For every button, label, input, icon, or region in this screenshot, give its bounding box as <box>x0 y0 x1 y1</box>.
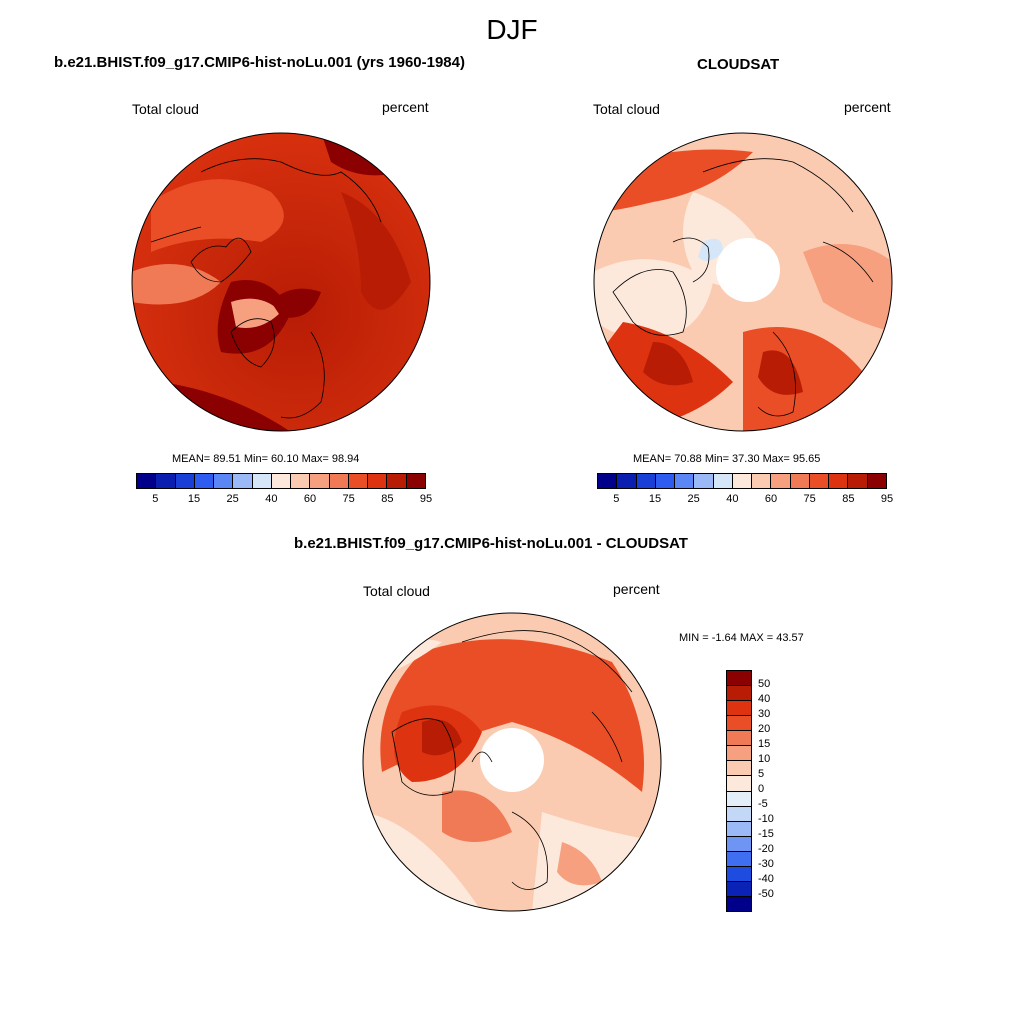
colorbar-swatch <box>617 474 637 488</box>
obs-panel-title: CLOUDSAT <box>697 56 780 73</box>
colorbar-swatch <box>655 474 676 488</box>
model-colorbar-tick-label: 95 <box>419 493 433 505</box>
colorbar-swatch <box>771 474 791 488</box>
diff-stats: MIN = -1.64 MAX = 43.57 <box>679 632 804 644</box>
season-title: DJF <box>486 14 538 45</box>
diff-units-label: percent <box>613 581 660 597</box>
colorbar-swatch <box>636 474 656 488</box>
diff-colorbar-tick-label: 15 <box>758 738 771 750</box>
colorbar-swatch <box>727 896 751 911</box>
model-colorbar-tick-label: 75 <box>342 493 355 505</box>
colorbar-swatch <box>598 474 618 488</box>
colorbar-swatch <box>727 866 751 882</box>
diff-colorbar-tick-label: 50 <box>758 678 771 690</box>
colorbar-swatch <box>727 836 751 852</box>
colorbar-swatch <box>252 474 272 488</box>
colorbar-swatch <box>214 474 234 488</box>
colorbar-swatch <box>732 474 753 488</box>
colorbar-swatch <box>727 746 751 762</box>
obs-colorbar-tick-label: 60 <box>764 493 778 505</box>
colorbar-swatch <box>175 474 195 488</box>
diff-colorbar-tick-label: 40 <box>758 693 771 705</box>
model-colorbar-tick-label: 60 <box>303 493 317 505</box>
model-colorbar-tick-label: 25 <box>226 493 239 505</box>
diff-colorbar-tick-label: -30 <box>758 858 774 870</box>
colorbar-swatch <box>406 474 425 488</box>
colorbar-swatch <box>727 806 751 822</box>
obs-colorbar-tick-label: 15 <box>648 493 662 505</box>
model-colorbar-tick-label: 85 <box>381 493 394 505</box>
diff-polar-map <box>362 612 662 912</box>
colorbar-swatch <box>368 474 388 488</box>
diff-colorbar-tick-label: 30 <box>758 708 771 720</box>
diff-panel-title: b.e21.BHIST.f09_g17.CMIP6-hist-noLu.001 … <box>294 535 688 552</box>
obs-colorbar-tick-label: 40 <box>726 493 739 505</box>
colorbar-swatch <box>727 761 751 777</box>
diff-colorbar-tick-label: -10 <box>758 813 774 825</box>
colorbar-swatch <box>233 474 253 488</box>
model-field-label: Total cloud <box>132 101 199 117</box>
colorbar-swatch <box>848 474 868 488</box>
colorbar-swatch <box>329 474 349 488</box>
colorbar-swatch <box>694 474 714 488</box>
obs-colorbar <box>597 473 887 489</box>
colorbar-swatch <box>713 474 733 488</box>
obs-stats: MEAN= 70.88 Min= 37.30 Max= 95.65 <box>633 453 821 465</box>
diff-colorbar-tick-label: 20 <box>758 723 771 735</box>
colorbar-swatch <box>156 474 176 488</box>
obs-field-label: Total cloud <box>593 101 660 117</box>
obs-colorbar-tick-label: 85 <box>842 493 855 505</box>
colorbar-swatch <box>137 474 157 488</box>
obs-colorbar-tick-label: 25 <box>687 493 700 505</box>
colorbar-swatch <box>194 474 215 488</box>
colorbar-swatch <box>727 776 751 792</box>
diff-colorbar-tick-label: 0 <box>758 783 765 795</box>
obs-colorbar-ticks: 5 15 25 40 60 75 85 95 <box>597 493 893 507</box>
colorbar-swatch <box>752 474 772 488</box>
model-colorbar-tick-label: 15 <box>187 493 201 505</box>
model-units-label: percent <box>382 99 429 115</box>
colorbar-swatch <box>727 791 751 807</box>
diff-colorbar-tick-label: -20 <box>758 843 774 855</box>
diff-colorbar-ticks: 50 40 30 20 15 10 5 0 -5 -10 -15 -20 -30 -40 -50 <box>758 670 798 910</box>
diff-colorbar-tick-label: -40 <box>758 873 774 885</box>
colorbar-swatch <box>727 701 751 717</box>
diff-colorbar-tick-label: -50 <box>758 888 774 900</box>
model-colorbar-tick-label: 40 <box>265 493 278 505</box>
colorbar-swatch <box>675 474 695 488</box>
colorbar-swatch <box>310 474 330 488</box>
obs-colorbar-tick-label: 75 <box>803 493 816 505</box>
colorbar-swatch <box>727 716 751 732</box>
colorbar-swatch <box>727 731 751 747</box>
colorbar-swatch <box>790 474 810 488</box>
colorbar-swatch <box>291 474 311 488</box>
colorbar-swatch <box>727 851 751 867</box>
diff-colorbar-tick-label: 10 <box>758 753 771 765</box>
diff-colorbar <box>726 670 752 912</box>
colorbar-swatch <box>829 474 849 488</box>
colorbar-swatch <box>727 881 751 897</box>
model-stats: MEAN= 89.51 Min= 60.10 Max= 98.94 <box>172 453 360 465</box>
obs-colorbar-tick-label: 95 <box>880 493 894 505</box>
model-panel-title: b.e21.BHIST.f09_g17.CMIP6-hist-noLu.001 … <box>54 54 465 71</box>
colorbar-swatch <box>271 474 292 488</box>
colorbar-swatch <box>727 686 751 702</box>
obs-colorbar-tick-label: 5 <box>613 493 620 505</box>
model-colorbar <box>136 473 426 489</box>
model-polar-map <box>131 132 431 432</box>
colorbar-swatch <box>348 474 369 488</box>
colorbar-swatch <box>867 474 886 488</box>
colorbar-swatch <box>387 474 407 488</box>
model-colorbar-tick-label: 5 <box>152 493 159 505</box>
colorbar-swatch <box>727 671 751 687</box>
model-colorbar-ticks: 5 15 25 40 60 75 85 95 <box>136 493 432 507</box>
diff-colorbar-tick-label: -5 <box>758 798 768 810</box>
diff-field-label: Total cloud <box>363 583 430 599</box>
obs-units-label: percent <box>844 99 891 115</box>
colorbar-swatch <box>727 821 751 837</box>
diff-colorbar-tick-label: -15 <box>758 828 774 840</box>
colorbar-swatch <box>809 474 830 488</box>
obs-polar-map <box>593 132 893 432</box>
diff-colorbar-tick-label: 5 <box>758 768 765 780</box>
